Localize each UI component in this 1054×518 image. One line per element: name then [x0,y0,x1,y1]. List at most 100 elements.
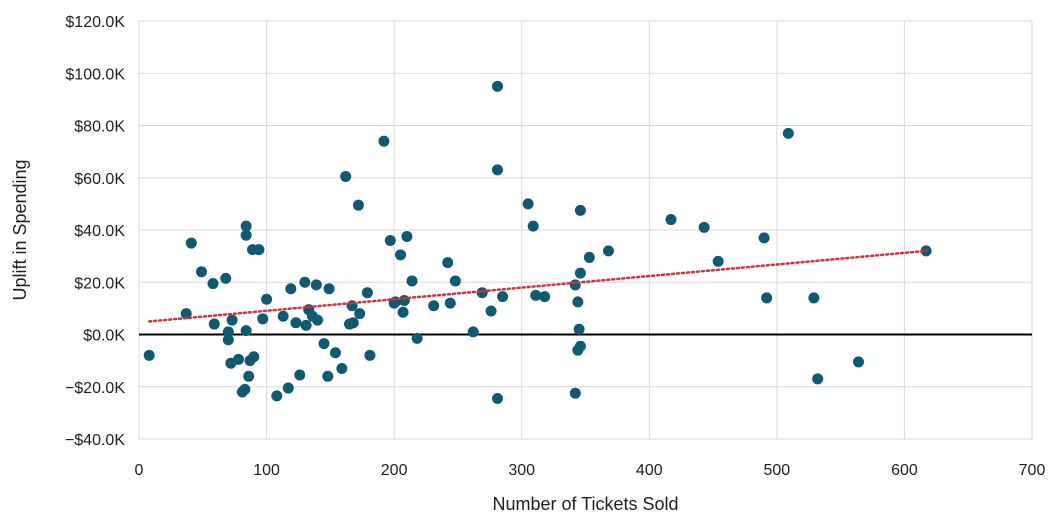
data-point [310,279,322,291]
data-point [240,220,252,232]
data-point [449,275,461,287]
data-point [782,127,794,139]
data-point [322,370,334,382]
data-point [233,353,245,365]
y-tick-label: −$20.0K [65,380,125,397]
y-tick-label: $120.0K [65,14,125,31]
data-point [698,221,710,233]
data-point [364,349,376,361]
data-point [485,305,497,317]
data-point [401,231,413,243]
data-point [196,266,208,278]
data-point [574,204,586,216]
data-point [712,255,724,267]
data-point [253,244,265,256]
data-points [143,80,932,405]
x-tick-label: 400 [636,462,663,479]
data-point [569,279,581,291]
data-point [384,234,396,246]
data-point [602,245,614,257]
data-point [336,362,348,374]
data-point [539,291,551,303]
data-point [442,257,454,269]
trendline [147,249,928,323]
data-point [299,276,311,288]
data-point [300,319,312,331]
data-point [497,291,509,303]
data-point [574,340,586,352]
data-point [428,300,440,312]
data-point [208,318,220,330]
data-point [222,334,234,346]
data-point [240,325,252,337]
data-point [378,135,390,147]
data-point [285,283,297,295]
x-tick-label: 700 [1019,462,1046,479]
data-point [282,382,294,394]
data-point [207,278,219,290]
data-point [294,369,306,381]
data-point [395,249,407,261]
data-point [220,272,232,284]
y-tick-label: $0.0K [83,328,125,345]
data-point [397,306,409,318]
data-point [239,383,251,395]
data-point [444,297,456,309]
data-point [352,199,364,211]
y-axis-ticks: −$40.0K −$20.0K $0.0K $20.0K $40.0K $60.0K $80… [65,14,125,449]
y-tick-label: $40.0K [74,223,125,240]
y-tick-label: $100.0K [65,66,125,83]
data-point [572,296,584,308]
x-tick-label: 0 [135,462,144,479]
y-tick-label: −$40.0K [65,432,125,449]
data-point [347,317,359,329]
data-point [318,338,330,350]
data-point [329,347,341,359]
data-point [574,267,586,279]
x-tick-label: 300 [508,462,535,479]
data-point [271,390,283,402]
data-point [583,251,595,263]
y-tick-label: $60.0K [74,171,125,188]
grid-lines [138,20,1033,440]
data-point [467,326,479,338]
data-point [185,237,197,249]
data-point [354,308,366,320]
data-point [277,310,289,322]
x-tick-label: 100 [253,462,280,479]
data-point [665,214,677,226]
data-point [290,317,302,329]
data-point [491,164,503,176]
data-point [323,283,335,295]
data-point [180,308,192,320]
data-point [761,292,773,304]
data-point [527,220,539,232]
x-tick-label: 600 [891,462,918,479]
data-point [569,387,581,399]
data-point [143,349,155,361]
data-point [312,314,324,326]
data-point [573,323,585,335]
y-axis-title: Uplift in Spending [10,159,30,300]
data-point [812,373,824,385]
data-point [340,170,352,182]
data-point [222,326,234,338]
data-point [491,80,503,92]
data-point [808,292,820,304]
y-tick-label: $20.0K [74,275,125,292]
data-point [261,293,273,305]
x-tick-label: 500 [764,462,791,479]
data-point [853,356,865,368]
data-point [248,351,260,363]
data-point [411,332,423,344]
x-axis-ticks: 0 100 200 300 400 500 600 700 [135,462,1046,479]
data-point [226,314,238,326]
data-point [240,229,252,241]
data-point [758,232,770,244]
data-point [406,275,418,287]
data-point [361,287,373,299]
x-tick-label: 200 [381,462,408,479]
data-point [530,289,542,301]
data-point [522,198,534,210]
